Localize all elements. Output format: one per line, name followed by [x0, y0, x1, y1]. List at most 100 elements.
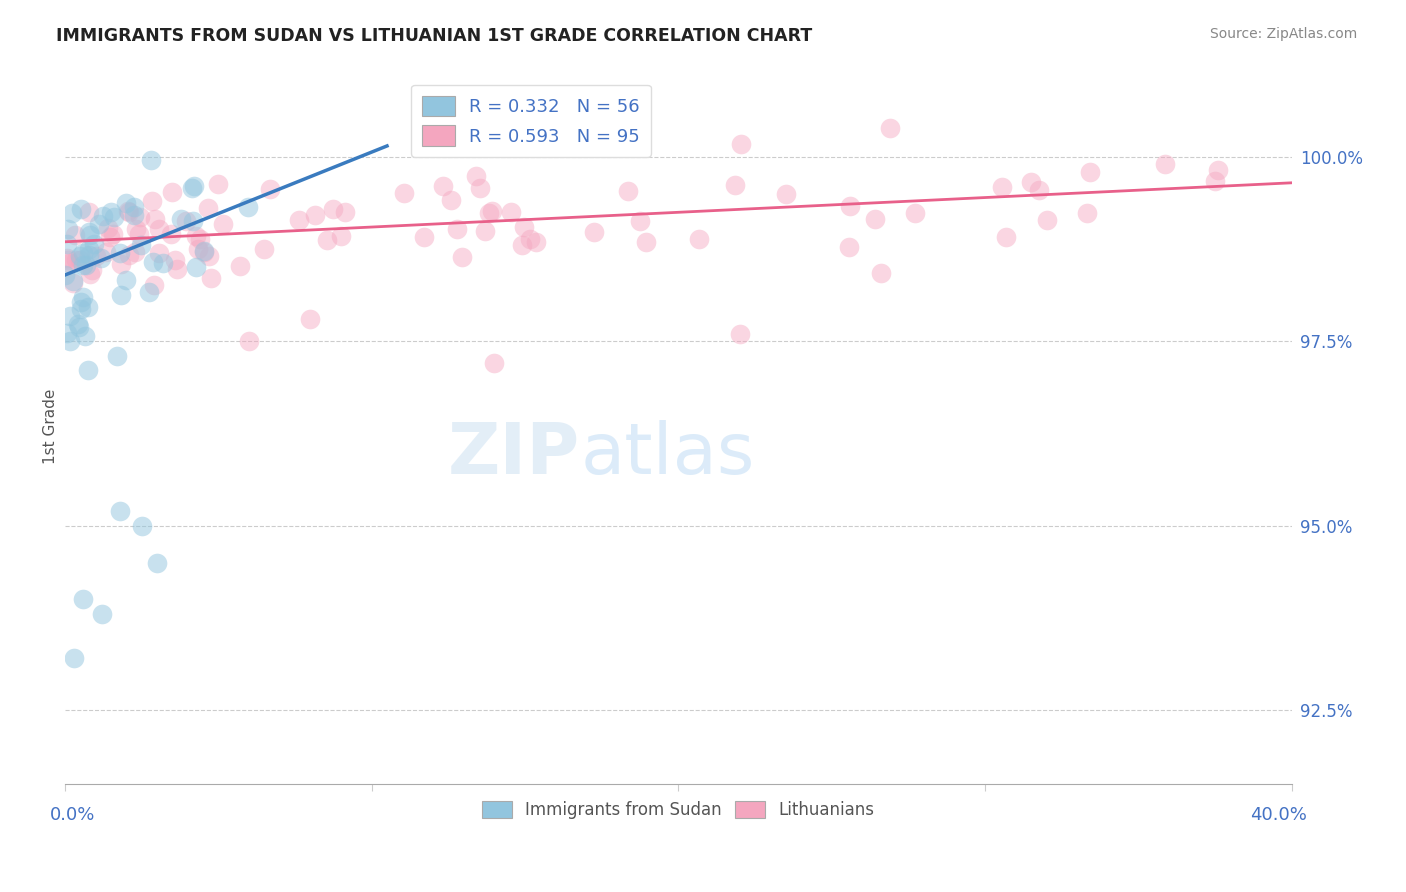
Point: [70, 294, 93, 309]
Point: [446, 221, 468, 235]
Point: [142, 255, 165, 269]
Point: [124, 208, 146, 222]
Point: [259, 182, 281, 196]
Point: [634, 235, 657, 249]
Point: [160, 185, 183, 199]
Point: [413, 230, 436, 244]
Point: [72, 258, 94, 272]
Point: [519, 232, 541, 246]
Point: [117, 204, 139, 219]
Point: [183, 178, 205, 193]
Legend: Immigrants from Sudan, Lithuanians: Immigrants from Sudan, Lithuanians: [475, 794, 882, 825]
Point: [63, 651, 86, 665]
Point: [870, 266, 893, 280]
Point: [193, 244, 215, 259]
Point: [77, 247, 100, 261]
Point: [481, 203, 503, 218]
Point: [110, 504, 132, 518]
Point: [56, 326, 79, 340]
Point: [1204, 173, 1226, 187]
Point: [724, 178, 747, 193]
Point: [510, 238, 533, 252]
Point: [236, 201, 259, 215]
Point: [1206, 163, 1229, 178]
Point: [128, 210, 150, 224]
Point: [83, 237, 105, 252]
Text: IMMIGRANTS FROM SUDAN VS LITHUANIAN 1ST GRADE CORRELATION CHART: IMMIGRANTS FROM SUDAN VS LITHUANIAN 1ST …: [56, 27, 813, 45]
Point: [77, 242, 100, 256]
Point: [56, 236, 79, 251]
Point: [56, 222, 79, 236]
Point: [688, 231, 710, 245]
Point: [392, 186, 415, 201]
Point: [110, 288, 132, 302]
Point: [451, 250, 474, 264]
Y-axis label: 1st Grade: 1st Grade: [44, 388, 58, 464]
Point: [77, 225, 100, 239]
Point: [97, 221, 120, 235]
Point: [1028, 183, 1050, 197]
Point: [174, 213, 197, 227]
Point: [1080, 165, 1102, 179]
Point: [160, 227, 183, 241]
Point: [103, 210, 125, 224]
Point: [142, 277, 165, 292]
Point: [62, 274, 84, 288]
Point: [87, 217, 110, 231]
Point: [166, 262, 188, 277]
Point: [865, 212, 887, 227]
Point: [67, 320, 90, 334]
Point: [125, 222, 148, 236]
Point: [77, 204, 100, 219]
Point: [193, 245, 215, 260]
Point: [432, 179, 454, 194]
Point: [197, 201, 219, 215]
Point: [474, 224, 496, 238]
Point: [288, 213, 311, 227]
Point: [101, 227, 124, 241]
Point: [617, 184, 640, 198]
Point: [903, 205, 925, 219]
Text: atlas: atlas: [581, 420, 755, 489]
Point: [299, 312, 322, 326]
Point: [464, 169, 486, 183]
Point: [440, 194, 463, 208]
Point: [84, 249, 107, 263]
Point: [124, 244, 146, 259]
Point: [72, 246, 94, 260]
Point: [128, 227, 150, 241]
Point: [118, 248, 141, 262]
Point: [60, 206, 83, 220]
Point: [59, 309, 82, 323]
Point: [94, 244, 117, 259]
Point: [228, 260, 250, 274]
Point: [1076, 205, 1098, 219]
Point: [207, 177, 229, 191]
Point: [56, 251, 79, 265]
Point: [76, 363, 98, 377]
Point: [76, 300, 98, 314]
Point: [143, 212, 166, 227]
Text: ZIP: ZIP: [449, 420, 581, 489]
Point: [75, 259, 97, 273]
Point: [775, 186, 797, 201]
Point: [69, 250, 91, 264]
Point: [114, 272, 136, 286]
Point: [728, 326, 751, 341]
Point: [1036, 213, 1059, 227]
Point: [59, 256, 82, 270]
Point: [839, 199, 862, 213]
Point: [138, 285, 160, 300]
Point: [72, 592, 94, 607]
Point: [69, 253, 91, 268]
Point: [110, 257, 132, 271]
Point: [730, 136, 752, 151]
Point: [187, 242, 209, 256]
Point: [582, 225, 605, 239]
Point: [141, 153, 163, 167]
Point: [63, 228, 86, 243]
Point: [322, 202, 344, 216]
Point: [108, 246, 131, 260]
Point: [98, 230, 121, 244]
Point: [330, 228, 353, 243]
